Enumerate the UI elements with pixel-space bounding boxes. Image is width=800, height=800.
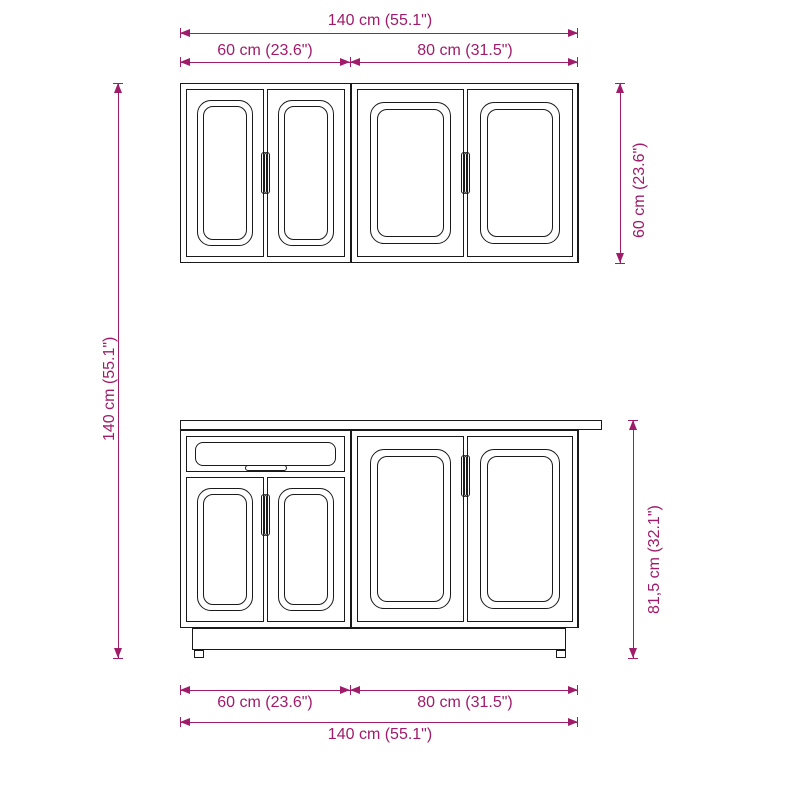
dim-tick	[577, 28, 578, 38]
dim-top-total-line	[180, 33, 578, 34]
door-handle-icon	[464, 455, 470, 497]
diagram-stage: 140 cm (55.1") 60 cm (23.6") 80 cm (31.5…	[0, 0, 800, 800]
dim-tick	[577, 717, 578, 727]
dim-tick	[577, 685, 578, 695]
dim-tick	[350, 57, 351, 67]
lower-right-unit	[351, 430, 579, 628]
dim-tick	[113, 83, 123, 84]
dim-tick	[628, 420, 638, 421]
upper-door	[357, 89, 464, 257]
door-handle-icon	[264, 494, 270, 536]
dim-bottom-left-label: 60 cm (23.6")	[200, 694, 330, 712]
dim-arrow	[629, 648, 637, 658]
lower-drawer	[186, 436, 345, 472]
dim-top-total-label: 140 cm (55.1")	[300, 12, 460, 30]
upper-right-unit	[351, 83, 579, 263]
dim-arrow	[114, 648, 122, 658]
dim-arrow	[180, 58, 190, 66]
dim-tick	[350, 685, 351, 695]
dim-tick	[628, 658, 638, 659]
dim-tick	[180, 685, 181, 695]
dim-top-right-line	[350, 62, 578, 63]
adjustable-foot-icon	[556, 650, 566, 658]
upper-door	[467, 89, 574, 257]
dim-arrow	[340, 58, 350, 66]
upper-door	[186, 89, 264, 257]
lower-door	[186, 477, 264, 622]
dim-bottom-right-line	[350, 690, 578, 691]
dim-tick	[615, 263, 625, 264]
dim-top-left-line	[180, 62, 350, 63]
dim-arrow	[350, 58, 360, 66]
lower-door	[467, 436, 574, 622]
dim-tick	[180, 57, 181, 67]
dim-upper-h-line	[620, 83, 621, 263]
dim-bottom-total-label: 140 cm (55.1")	[300, 726, 460, 744]
plinth	[192, 628, 566, 650]
dim-overall-h-label: 140 cm (55.1")	[101, 301, 119, 441]
dim-tick	[577, 57, 578, 67]
door-handle-icon	[464, 152, 470, 194]
lower-door	[267, 477, 345, 622]
lower-cabinet	[180, 430, 578, 628]
dim-upper-h-label: 60 cm (23.6")	[631, 108, 649, 238]
lower-door	[357, 436, 464, 622]
dim-bottom-left-line	[180, 690, 350, 691]
dim-arrow	[114, 83, 122, 93]
dim-arrow	[180, 686, 190, 694]
dim-arrow	[616, 83, 624, 93]
lower-left-unit	[180, 430, 351, 628]
dim-arrow	[180, 29, 190, 37]
dim-arrow	[180, 718, 190, 726]
dim-arrow	[340, 686, 350, 694]
dim-tick	[180, 717, 181, 727]
dim-arrow	[629, 420, 637, 430]
dim-tick	[113, 658, 123, 659]
dim-arrow	[616, 253, 624, 263]
dim-tick	[180, 28, 181, 38]
dim-lower-h-label: 81,5 cm (32.1")	[646, 464, 664, 614]
drawer-handle-icon	[245, 465, 287, 471]
dim-arrow	[350, 686, 360, 694]
dim-bottom-total-line	[180, 722, 578, 723]
door-handle-icon	[264, 152, 270, 194]
dim-top-right-label: 80 cm (31.5")	[395, 42, 535, 60]
dim-top-left-label: 60 cm (23.6")	[200, 42, 330, 60]
adjustable-foot-icon	[194, 650, 204, 658]
upper-door	[267, 89, 345, 257]
countertop	[180, 420, 602, 430]
dim-bottom-right-label: 80 cm (31.5")	[395, 694, 535, 712]
dim-tick	[615, 83, 625, 84]
upper-left-unit	[180, 83, 351, 263]
upper-cabinet	[180, 83, 578, 263]
dim-lower-h-line	[633, 420, 634, 658]
